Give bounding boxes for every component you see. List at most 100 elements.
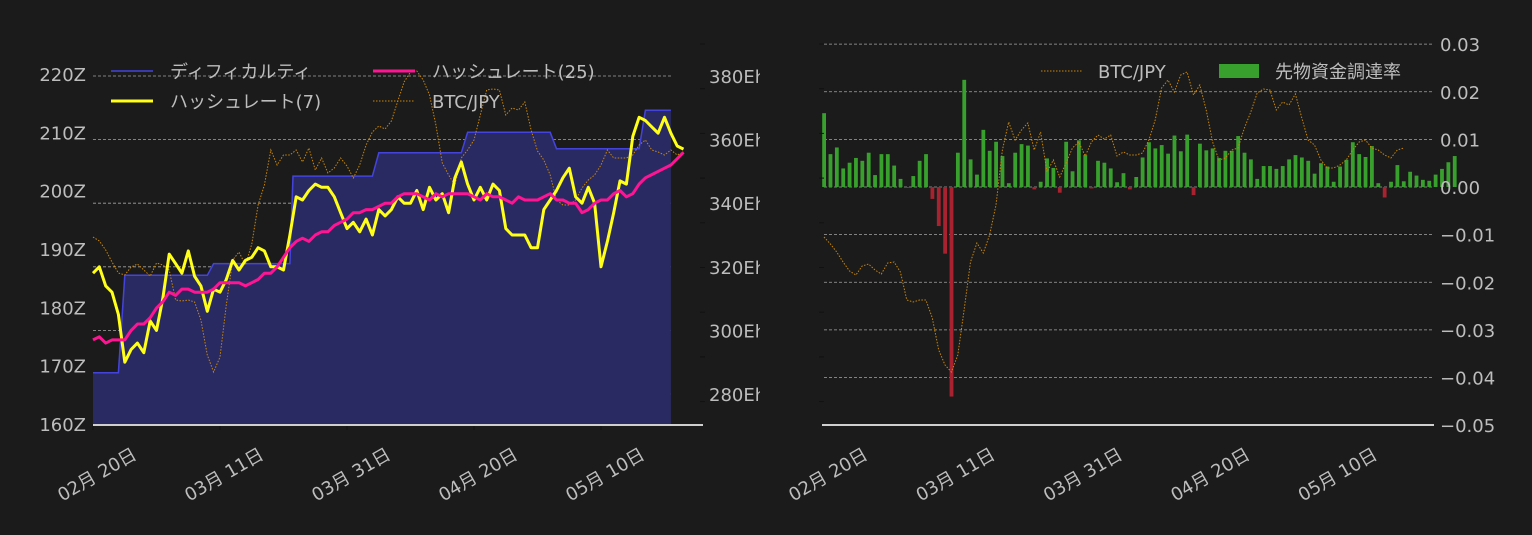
- funding-bar-positive: [1070, 171, 1075, 187]
- funding-bar-negative: [949, 187, 954, 397]
- difficulty-area: [93, 110, 671, 424]
- x-tick-label: 04月 20日: [1167, 444, 1253, 506]
- funding-bar-positive: [1446, 162, 1451, 187]
- funding-bar-positive: [1242, 152, 1247, 187]
- funding-bar-positive: [924, 154, 928, 187]
- right-y-tick-label: 0.00: [1440, 178, 1480, 199]
- left-plot-area: [91, 70, 685, 424]
- funding-bar-positive: [892, 165, 897, 187]
- right-axes: 02月 20日 03月 11日 03月 31日 04月 20日 05月 10日 0.03 0…: [785, 35, 1495, 506]
- x-tick-label: 02月 20日: [785, 444, 871, 506]
- funding-bar-positive: [1319, 163, 1323, 187]
- legend-difficulty-label: ディフィカルティ: [170, 62, 311, 83]
- left-y-tick-label: 190Z: [39, 240, 86, 261]
- funding-bar-positive: [1223, 150, 1228, 187]
- funding-bar-positive: [1280, 166, 1285, 187]
- funding-bar-positive: [1166, 153, 1170, 187]
- funding-bar-positive: [1331, 181, 1336, 187]
- funding-bar-positive: [1414, 175, 1419, 187]
- btcjpy-line: [823, 71, 1404, 373]
- funding-bar-positive: [1408, 171, 1413, 187]
- funding-bar-positive: [1185, 134, 1190, 187]
- funding-bar-positive: [1268, 166, 1272, 187]
- right-y-tick-label: 300Eh/s: [709, 321, 760, 342]
- hashrate25-line: [92, 151, 685, 345]
- funding-bar-positive: [1159, 145, 1164, 187]
- left-y-tick-label: 220Z: [39, 65, 86, 86]
- funding-bar-positive: [860, 160, 865, 187]
- x-tick-label: 03月 31日: [1040, 444, 1126, 506]
- funding-bar-positive: [1274, 168, 1279, 187]
- funding-bar-positive: [1306, 160, 1311, 187]
- funding-bar-positive: [1440, 168, 1444, 187]
- funding-bar-positive: [879, 154, 884, 187]
- funding-bar-positive: [1038, 181, 1043, 187]
- funding-bar-negative: [1127, 187, 1132, 190]
- funding-bar-positive: [1045, 158, 1049, 187]
- legend-funding-label: 先物資金調達率: [1275, 62, 1401, 83]
- funding-bar-positive: [1299, 157, 1304, 187]
- legend-btcjpy-label: BTC/JPY: [1098, 62, 1167, 83]
- left-y-tick-label: 160Z: [39, 415, 86, 436]
- right-y-tick-label: 0.03: [1440, 35, 1480, 56]
- x-tick-label: 03月 11日: [913, 444, 999, 506]
- funding-bar-positive: [1357, 154, 1362, 187]
- right-y-tick-label: 380Eh/s: [709, 67, 760, 88]
- funding-bar-positive: [1236, 136, 1241, 187]
- funding-bar-positive: [1051, 167, 1056, 187]
- funding-bar-positive: [1115, 182, 1120, 187]
- left-y-tick-label: 180Z: [39, 298, 86, 319]
- funding-bar-positive: [854, 157, 858, 187]
- funding-bar-positive: [1401, 181, 1406, 187]
- legend-hashrate25-label: ハッシュレート(25): [432, 62, 595, 83]
- funding-bar-positive: [1006, 183, 1011, 187]
- funding-bar-positive: [975, 174, 979, 187]
- right-legend: BTC/JPY 先物資金調達率: [1041, 62, 1401, 83]
- right-y-tick-label: 340Eh/s: [709, 194, 760, 215]
- legend-btcjpy-label: BTC/JPY: [432, 92, 501, 113]
- funding-bar-positive: [911, 176, 916, 187]
- funding-bar-positive: [1064, 141, 1069, 187]
- right-y-tick-label: −0.01: [1440, 226, 1495, 247]
- difficulty-hashrate-chart: 02月 20日 03月 11日 03月 31日 04月 20日 05月 10日160Z1…: [39, 43, 760, 506]
- right-y-tick-label: 0.02: [1440, 83, 1480, 104]
- funding-bar-positive: [873, 175, 877, 187]
- funding-bar-positive: [1153, 148, 1158, 187]
- funding-bar-positive: [1427, 180, 1432, 187]
- funding-bar-positive: [1395, 165, 1400, 187]
- funding-bar-positive: [828, 154, 833, 187]
- funding-bar-positive: [1261, 166, 1266, 187]
- funding-bar-positive: [987, 150, 992, 187]
- funding-bar-positive: [1096, 160, 1100, 187]
- right-y-tick-label: 280Eh/s: [709, 385, 760, 406]
- funding-bar-positive: [1140, 157, 1145, 187]
- funding-bar-positive: [1363, 156, 1368, 187]
- right-y-tick-label: 0.01: [1440, 130, 1480, 151]
- funding-bar-positive: [1293, 155, 1298, 187]
- funding-bar-negative: [1057, 187, 1062, 193]
- right-gridlines: [824, 43, 1434, 378]
- funding-bar-positive: [1077, 140, 1081, 187]
- right-y-tick-label: 360Eh/s: [709, 131, 760, 152]
- funding-bar-positive: [1433, 174, 1438, 187]
- funding-bar-positive: [1134, 176, 1139, 187]
- difficulty-line: [93, 109, 671, 374]
- funding-bar-positive: [1013, 152, 1018, 187]
- funding-bar-positive: [994, 141, 998, 187]
- funding-bar-positive: [968, 159, 973, 187]
- left-y-tick-label: 200Z: [39, 182, 86, 203]
- funding-bar-positive: [1210, 148, 1215, 187]
- funding-bar-positive: [1178, 151, 1183, 187]
- funding-bar-positive: [1376, 183, 1381, 187]
- right-y-tick-label: −0.05: [1440, 416, 1495, 437]
- right-y-tick-label: −0.03: [1440, 321, 1495, 342]
- funding-bar-negative: [936, 187, 941, 227]
- funding-bar-positive: [1452, 156, 1457, 187]
- funding-bar-positive: [885, 154, 890, 187]
- funding-bar-positive: [834, 147, 839, 187]
- funding-bar-positive: [1338, 166, 1342, 187]
- funding-bar-positive: [962, 79, 967, 187]
- legend-funding-swatch: [1219, 64, 1259, 78]
- funding-bar-positive: [1121, 173, 1126, 187]
